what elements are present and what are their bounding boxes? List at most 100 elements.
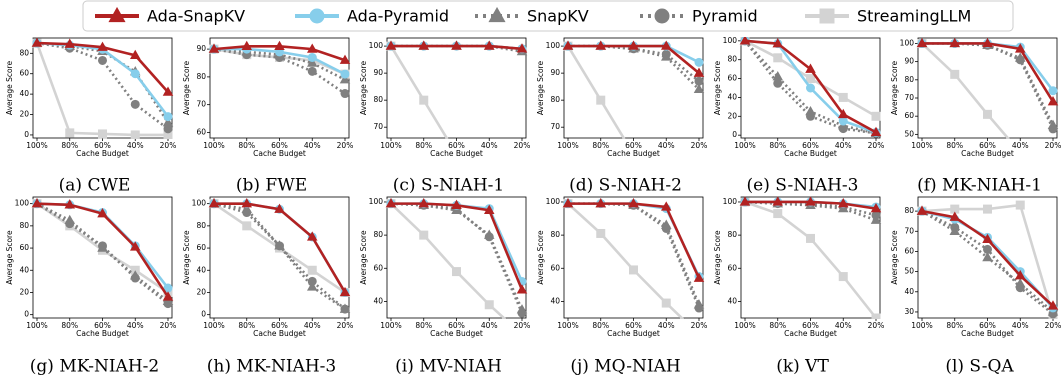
marker xyxy=(949,225,961,235)
plot-series xyxy=(385,40,528,139)
plot-series xyxy=(739,37,882,138)
marker xyxy=(274,240,285,250)
marker xyxy=(694,57,704,67)
marker xyxy=(595,198,607,208)
plot-series xyxy=(208,198,351,314)
x-tick-label: 100% xyxy=(380,321,401,330)
plot-series xyxy=(31,37,174,139)
y-tick-label: 90 xyxy=(196,44,206,53)
x-axis-label: Cache Budget xyxy=(607,149,660,158)
marker xyxy=(1047,96,1059,106)
marker xyxy=(309,8,325,24)
x-axis-label: Cache Budget xyxy=(76,149,129,158)
marker xyxy=(739,37,751,45)
x-axis-label: Cache Budget xyxy=(961,149,1014,158)
marker xyxy=(693,299,705,309)
marker xyxy=(982,37,993,48)
panel-caption: (f) MK-NIAH-1 xyxy=(917,176,1042,196)
y-tick-label: 80 xyxy=(727,55,737,64)
marker xyxy=(806,233,815,243)
marker xyxy=(805,63,816,73)
x-tick-label: 20% xyxy=(160,321,177,330)
marker xyxy=(339,74,351,84)
x-tick-label: 20% xyxy=(868,141,885,150)
marker xyxy=(242,221,252,231)
x-tick-label: 40% xyxy=(304,321,321,330)
marker xyxy=(208,43,220,53)
marker xyxy=(870,126,882,137)
marker xyxy=(339,303,351,313)
x-tick-label: 80% xyxy=(61,321,78,330)
y-tick-label: 60 xyxy=(727,263,737,272)
marker xyxy=(1014,278,1026,288)
y-tick-label: 60 xyxy=(373,263,383,272)
y-tick-label: 60 xyxy=(727,74,737,83)
x-tick-label: 80% xyxy=(592,141,609,150)
marker xyxy=(130,69,140,79)
x-tick-label: 40% xyxy=(481,321,498,330)
x-tick-label: 100% xyxy=(557,321,578,330)
marker xyxy=(516,43,528,53)
marker xyxy=(98,129,107,139)
marker xyxy=(31,198,43,208)
marker xyxy=(805,105,816,116)
marker xyxy=(949,37,961,48)
y-tick-label: 40 xyxy=(19,265,29,274)
marker xyxy=(483,204,495,214)
marker xyxy=(870,202,882,213)
x-tick-label: 100% xyxy=(380,141,401,150)
marker xyxy=(871,111,881,121)
y-tick-label: 0 xyxy=(24,130,29,139)
panel-caption: (i) MV-NIAH xyxy=(395,357,502,377)
marker xyxy=(916,205,928,215)
marker xyxy=(1047,119,1059,129)
legend-label: StreamingLLM xyxy=(857,7,971,26)
y-tick-label: 60 xyxy=(19,243,29,252)
y-axis-label: Average Score xyxy=(182,230,191,285)
y-tick-label: 100 xyxy=(546,197,561,206)
x-axis-label: Cache Budget xyxy=(784,329,837,338)
y-axis-label: Average Score xyxy=(5,230,14,285)
marker xyxy=(837,198,849,208)
marker xyxy=(773,78,783,88)
x-axis-label: Cache Budget xyxy=(784,149,837,158)
marker xyxy=(418,40,430,50)
x-tick-label: 40% xyxy=(1012,321,1029,330)
marker xyxy=(629,265,638,275)
y-tick-label: 30 xyxy=(904,307,914,316)
y-tick-label: 90 xyxy=(550,68,560,77)
y-tick-label: 70 xyxy=(904,226,914,235)
marker xyxy=(660,201,672,211)
y-tick-label: 80 xyxy=(550,95,560,104)
marker xyxy=(805,196,816,206)
marker xyxy=(129,49,141,60)
legend-label: Pyramid xyxy=(692,7,758,26)
marker xyxy=(241,40,253,51)
marker xyxy=(31,37,43,47)
x-tick-label: 20% xyxy=(160,141,177,150)
x-tick-label: 80% xyxy=(592,321,609,330)
x-tick-label: 60% xyxy=(448,321,465,330)
panel-caption: (a) CWE xyxy=(59,176,131,196)
y-axis-label: Average Score xyxy=(890,230,899,285)
y-tick-label: 40 xyxy=(904,287,914,296)
marker xyxy=(837,108,849,119)
marker xyxy=(451,199,462,209)
y-tick-label: 40 xyxy=(550,296,560,305)
marker xyxy=(982,233,993,244)
legend-label: Ada-Pyramid xyxy=(347,7,449,26)
y-tick-label: 40 xyxy=(19,89,29,98)
marker xyxy=(306,281,318,291)
plot-series xyxy=(916,37,1059,139)
x-axis-label: Cache Budget xyxy=(76,329,129,338)
y-axis-label: Average Score xyxy=(5,61,14,116)
y-tick-label: 80 xyxy=(196,221,206,230)
x-tick-label: 100% xyxy=(734,321,755,330)
x-tick-label: 60% xyxy=(448,141,465,150)
legend-label: Ada-SnapKV xyxy=(147,7,245,26)
plot-frame xyxy=(740,196,881,319)
y-tick-label: 100 xyxy=(546,41,561,50)
marker xyxy=(130,99,140,109)
marker xyxy=(695,331,703,339)
x-tick-label: 80% xyxy=(61,141,78,150)
